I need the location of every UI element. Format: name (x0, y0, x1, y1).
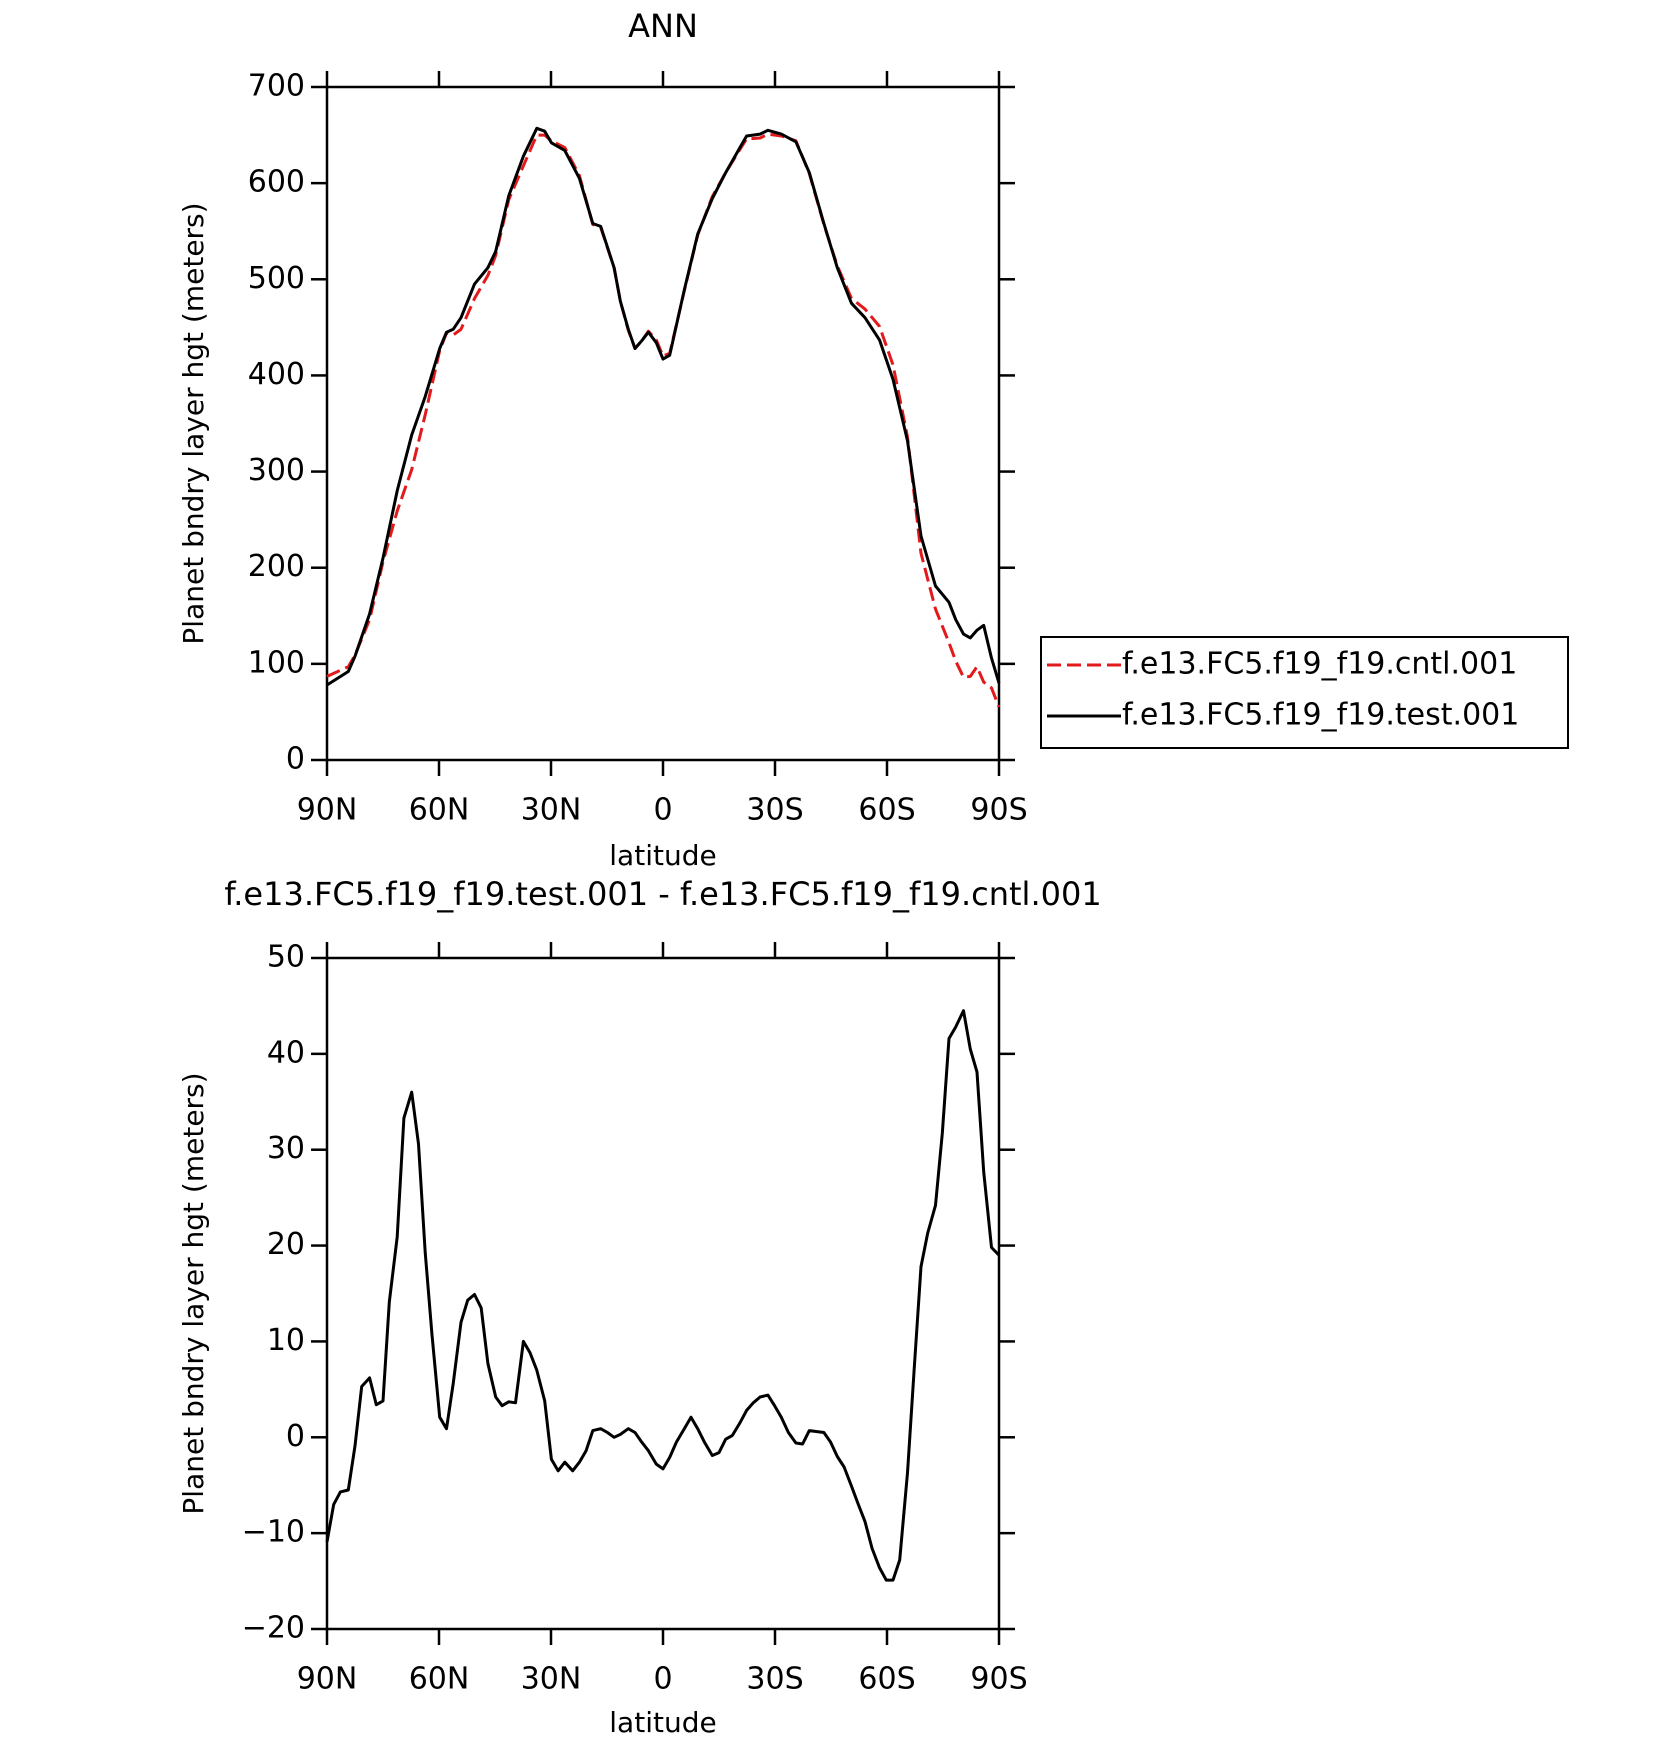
x-tick-label: 30S (746, 793, 803, 828)
x-tick-label: 0 (653, 1662, 672, 1697)
x-tick-label: 90N (297, 793, 358, 828)
legend-label: f.e13.FC5.f19_f19.cntl.001 (1122, 647, 1517, 682)
x-axis-label: latitude (609, 839, 716, 872)
x-tick-label: 60S (858, 1662, 915, 1697)
y-tick-label: 600 (248, 165, 305, 200)
x-axis-label: latitude (609, 1706, 716, 1739)
y-tick-label: −20 (242, 1611, 305, 1646)
x-tick-label: 30N (521, 1662, 582, 1697)
x-tick-label: 60N (409, 1662, 470, 1697)
data-line (325, 1009, 1001, 1582)
x-tick-label: 90S (970, 793, 1027, 828)
plot-frame (325, 85, 1001, 762)
x-tick-label: 60S (858, 793, 915, 828)
y-tick-label: −10 (242, 1515, 305, 1550)
y-tick-label: 30 (267, 1131, 305, 1166)
y-axis-label: Planet bndry layer hgt (meters) (177, 1072, 210, 1514)
y-tick-label: 50 (267, 940, 305, 975)
legend-label: f.e13.FC5.f19_f19.test.001 (1122, 698, 1519, 733)
y-tick-label: 700 (248, 69, 305, 104)
y-tick-label: 20 (267, 1227, 305, 1262)
y-tick-label: 300 (248, 453, 305, 488)
data-line (326, 126, 1001, 687)
y-tick-label: 0 (286, 1419, 305, 1454)
y-tick-label: 400 (248, 357, 305, 392)
data-line (326, 132, 1001, 708)
y-tick-label: 10 (267, 1323, 305, 1358)
y-tick-label: 200 (248, 549, 305, 584)
y-tick-label: 100 (248, 645, 305, 680)
x-tick-label: 0 (653, 793, 672, 828)
x-tick-label: 60N (409, 793, 470, 828)
x-tick-label: 30S (746, 1662, 803, 1697)
x-tick-label: 90S (970, 1662, 1027, 1697)
legend-box (1040, 636, 1569, 749)
x-tick-label: 90N (297, 1662, 358, 1697)
y-axis-label: Planet bndry layer hgt (meters) (177, 202, 210, 644)
y-tick-label: 0 (286, 742, 305, 777)
y-tick-label: 500 (248, 261, 305, 296)
x-tick-label: 30N (521, 793, 582, 828)
y-tick-label: 40 (267, 1035, 305, 1070)
chart-title: ANN (628, 7, 698, 45)
chart-title: f.e13.FC5.f19_f19.test.001 - f.e13.FC5.f… (224, 875, 1101, 913)
